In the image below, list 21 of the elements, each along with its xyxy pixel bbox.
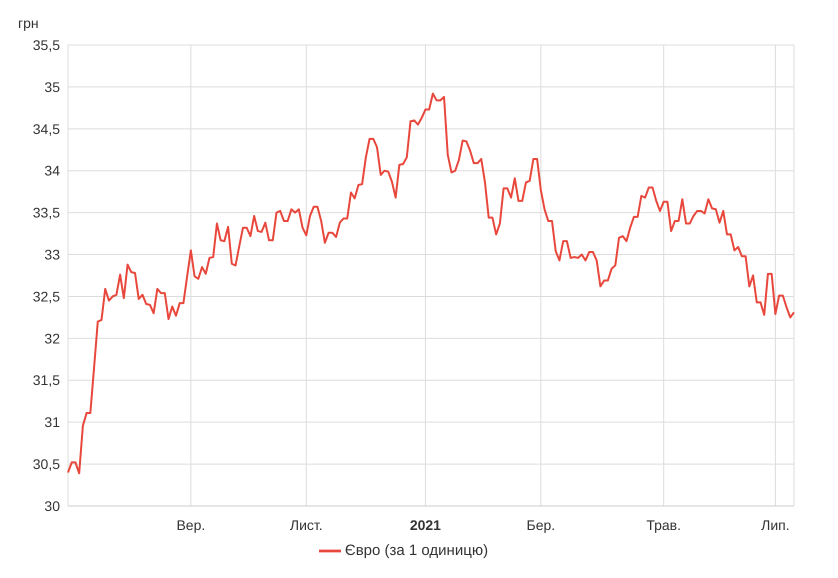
y-axis-title: грн [18,14,39,31]
y-tick-label: 32 [44,330,60,346]
y-tick-label: 35 [44,78,60,95]
y-tick-label: 34,5 [32,120,60,137]
x-tick-label: Лип. [761,517,790,533]
line-series [67,92,795,474]
y-tick-label: 31 [44,414,60,430]
y-tick-label: 30 [44,498,60,514]
y-tick-label: 35,5 [32,36,60,53]
y-tick-label: 30,5 [32,456,60,472]
y-tick-label: 33 [44,246,60,263]
x-tick-label: 2021 [410,517,442,533]
y-tick-label: 34 [44,162,60,179]
x-tick-label: Бер. [526,517,556,533]
y-tick-label: 31,5 [32,372,60,388]
x-tick-label: Лист. [290,517,323,533]
x-tick-label: Трав. [646,517,682,533]
x-tick-label: Вер. [176,517,206,533]
legend-label: Євро (за 1 одиницю) [344,542,488,559]
y-tick-label: 32,5 [32,288,60,304]
y-tick-label: 33,5 [32,204,60,221]
